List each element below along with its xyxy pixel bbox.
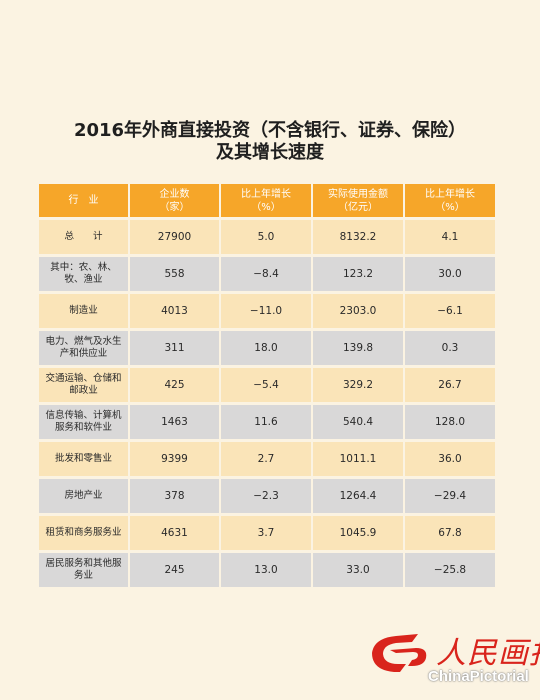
table-row: 电力、燃气及水生 产和供应业 311 18.0 139.8 0.3	[39, 331, 495, 365]
page-title: 2016年外商直接投资（不含银行、证券、保险） 及其增长速度	[0, 120, 540, 164]
cell-amount: 33.0	[311, 553, 403, 587]
table-row: 信息传输、计算机 服务和软件业 1463 11.6 540.4 128.0	[39, 405, 495, 439]
table-header-row: 行 业 企业数 （家） 比上年增长 （%） 实际使用金额 （亿元） 比上年增长 （%）	[39, 184, 495, 217]
cell-industry: 信息传输、计算机 服务和软件业	[39, 405, 128, 439]
cell-amount-growth: −25.8	[403, 553, 495, 587]
cell-amount: 8132.2	[311, 220, 403, 254]
cell-amount: 1011.1	[311, 442, 403, 476]
cell-industry: 交通运输、仓储和 邮政业	[39, 368, 128, 402]
cell-enterprises-growth: 18.0	[219, 331, 311, 365]
table-row: 房地产业 378 −2.3 1264.4 −29.4	[39, 479, 495, 513]
cell-enterprises: 27900	[128, 220, 219, 254]
investment-table: 行 业 企业数 （家） 比上年增长 （%） 实际使用金额 （亿元） 比上年增长 （%） …	[39, 181, 495, 590]
title-line-1: 2016年外商直接投资（不含银行、证券、保险）	[73, 120, 467, 141]
cell-enterprises-growth: −11.0	[219, 294, 311, 328]
cell-enterprises: 311	[128, 331, 219, 365]
cell-amount: 2303.0	[311, 294, 403, 328]
cell-amount: 329.2	[311, 368, 403, 402]
cell-amount-growth: 0.3	[403, 331, 495, 365]
cell-amount-growth: 36.0	[403, 442, 495, 476]
cell-amount: 139.8	[311, 331, 403, 365]
cell-amount-growth: 4.1	[403, 220, 495, 254]
table-row: 其中：农、林、 牧、渔业 558 −8.4 123.2 30.0	[39, 257, 495, 291]
table-row: 交通运输、仓储和 邮政业 425 −5.4 329.2 26.7	[39, 368, 495, 402]
cell-industry: 总 计	[39, 220, 128, 254]
logo-chinese-text: 人民画报	[436, 636, 540, 671]
table-row: 居民服务和其他服 务业 245 13.0 33.0 −25.8	[39, 553, 495, 587]
table-row: 制造业 4013 −11.0 2303.0 −6.1	[39, 294, 495, 328]
cell-enterprises: 4013	[128, 294, 219, 328]
header-amount-growth: 比上年增长 （%）	[403, 184, 495, 217]
cell-amount: 1045.9	[311, 516, 403, 550]
cell-enterprises: 558	[128, 257, 219, 291]
table-row: 租赁和商务服务业 4631 3.7 1045.9 67.8	[39, 516, 495, 550]
cell-amount: 540.4	[311, 405, 403, 439]
china-pictorial-logo: 人民画报 ChinaPictorial	[366, 626, 540, 696]
cell-enterprises-growth: −8.4	[219, 257, 311, 291]
cell-enterprises-growth: 3.7	[219, 516, 311, 550]
cell-industry: 租赁和商务服务业	[39, 516, 128, 550]
cell-enterprises-growth: 11.6	[219, 405, 311, 439]
header-enterprises-growth: 比上年增长 （%）	[219, 184, 311, 217]
cell-amount: 1264.4	[311, 479, 403, 513]
cell-enterprises: 1463	[128, 405, 219, 439]
cell-amount: 123.2	[311, 257, 403, 291]
cell-enterprises: 4631	[128, 516, 219, 550]
cell-enterprises: 425	[128, 368, 219, 402]
cell-enterprises-growth: −2.3	[219, 479, 311, 513]
cell-enterprises-growth: 5.0	[219, 220, 311, 254]
logo-english-text: ChinaPictorial	[428, 668, 529, 685]
cell-amount-growth: 30.0	[403, 257, 495, 291]
header-industry: 行 业	[39, 184, 128, 217]
table-row: 总 计 27900 5.0 8132.2 4.1	[39, 220, 495, 254]
cell-enterprises-growth: 2.7	[219, 442, 311, 476]
header-enterprises: 企业数 （家）	[128, 184, 219, 217]
cell-amount-growth: 128.0	[403, 405, 495, 439]
cell-industry: 电力、燃气及水生 产和供应业	[39, 331, 128, 365]
header-actual-amount: 实际使用金额 （亿元）	[311, 184, 403, 217]
cell-industry: 房地产业	[39, 479, 128, 513]
logo-mark-icon	[372, 634, 427, 672]
cell-industry: 居民服务和其他服 务业	[39, 553, 128, 587]
title-line-2: 及其增长速度	[216, 142, 324, 163]
cell-enterprises-growth: −5.4	[219, 368, 311, 402]
cell-amount-growth: −6.1	[403, 294, 495, 328]
cell-amount-growth: 26.7	[403, 368, 495, 402]
cell-enterprises-growth: 13.0	[219, 553, 311, 587]
cell-enterprises: 378	[128, 479, 219, 513]
cell-amount-growth: −29.4	[403, 479, 495, 513]
cell-industry: 制造业	[39, 294, 128, 328]
cell-enterprises: 9399	[128, 442, 219, 476]
table-row: 批发和零售业 9399 2.7 1011.1 36.0	[39, 442, 495, 476]
cell-amount-growth: 67.8	[403, 516, 495, 550]
cell-industry: 其中：农、林、 牧、渔业	[39, 257, 128, 291]
cell-enterprises: 245	[128, 553, 219, 587]
cell-industry: 批发和零售业	[39, 442, 128, 476]
